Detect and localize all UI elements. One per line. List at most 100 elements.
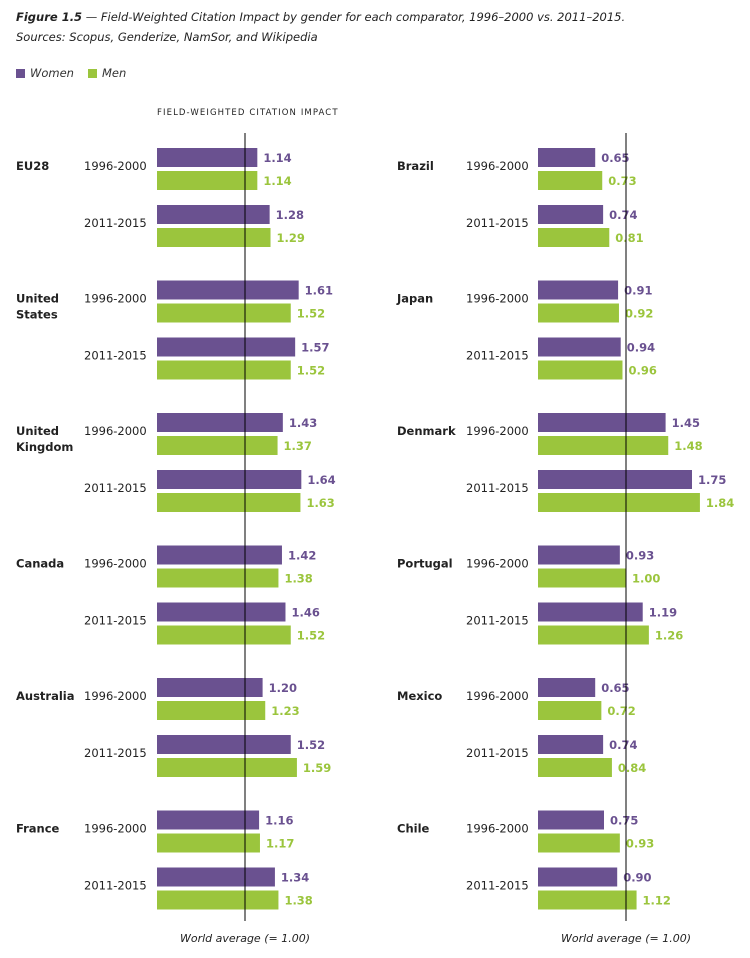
world-average-label-panel-1: World average (= 1.00) xyxy=(180,932,310,945)
bar-france-1996-2000-men xyxy=(157,833,260,853)
figure-label: Figure 1.5 xyxy=(16,10,83,24)
country-label-canada: Canada xyxy=(16,557,64,571)
period-label-brazil-1996-2000: 1996-2000 xyxy=(466,159,529,173)
value-label-japan-1996-2000-women: 0.91 xyxy=(624,284,652,298)
bar-united-states-2011-2015-men xyxy=(157,360,291,380)
value-label-denmark-1996-2000-men: 1.48 xyxy=(674,439,702,453)
country-label-united-states-line2: States xyxy=(16,308,58,322)
value-label-japan-1996-2000-men: 0.92 xyxy=(625,307,653,321)
value-label-denmark-2011-2015-men: 1.84 xyxy=(706,496,734,510)
country-label-australia: Australia xyxy=(16,689,75,703)
bar-france-2011-2015-men xyxy=(157,890,279,910)
value-label-eu28-2011-2015-men: 1.29 xyxy=(277,231,305,245)
bar-brazil-1996-2000-men xyxy=(538,171,603,190)
period-label-denmark-2011-2015: 2011-2015 xyxy=(466,481,529,495)
value-label-united-kingdom-1996-2000-women: 1.43 xyxy=(289,416,317,430)
figure-caption: Figure 1.5 — Field-Weighted Citation Imp… xyxy=(16,10,625,24)
period-label-portugal-1996-2000: 1996-2000 xyxy=(466,557,529,571)
bar-brazil-2011-2015-men xyxy=(538,228,610,247)
value-label-france-2011-2015-men: 1.38 xyxy=(284,894,312,908)
period-label-australia-2011-2015: 2011-2015 xyxy=(84,746,147,760)
period-label-eu28-1996-2000: 1996-2000 xyxy=(84,159,147,173)
bar-portugal-2011-2015-men xyxy=(538,625,649,645)
bar-united-kingdom-1996-2000-women xyxy=(157,413,283,432)
period-label-chile-2011-2015: 2011-2015 xyxy=(466,879,529,893)
value-label-chile-2011-2015-men: 1.12 xyxy=(643,894,671,908)
value-label-mexico-1996-2000-men: 0.72 xyxy=(607,704,635,718)
bar-eu28-1996-2000-men xyxy=(157,171,258,190)
value-label-canada-1996-2000-women: 1.42 xyxy=(288,549,316,563)
value-label-brazil-1996-2000-women: 0.65 xyxy=(601,151,629,165)
bar-mexico-2011-2015-men xyxy=(538,758,612,777)
bar-canada-2011-2015-women xyxy=(157,602,286,622)
figure-sources: Sources: Scopus, Genderize, NamSor, and … xyxy=(16,30,318,44)
period-label-brazil-2011-2015: 2011-2015 xyxy=(466,216,529,230)
value-label-portugal-1996-2000-women: 0.93 xyxy=(626,549,654,563)
country-label-japan: Japan xyxy=(396,292,433,306)
country-label-portugal: Portugal xyxy=(397,557,453,571)
legend-label-men: Men xyxy=(101,66,127,80)
bar-mexico-1996-2000-women xyxy=(538,678,596,697)
value-label-australia-1996-2000-men: 1.23 xyxy=(271,704,299,718)
value-label-france-1996-2000-men: 1.17 xyxy=(266,837,294,851)
period-label-japan-2011-2015: 2011-2015 xyxy=(466,349,529,363)
bar-australia-1996-2000-men xyxy=(157,701,266,720)
country-label-eu28: EU28 xyxy=(16,159,49,173)
value-label-portugal-2011-2015-men: 1.26 xyxy=(655,629,683,643)
period-label-portugal-2011-2015: 2011-2015 xyxy=(466,614,529,628)
period-label-denmark-1996-2000: 1996-2000 xyxy=(466,424,529,438)
value-label-united-kingdom-1996-2000-men: 1.37 xyxy=(284,439,312,453)
bar-france-2011-2015-women xyxy=(157,867,275,887)
bar-japan-1996-2000-women xyxy=(538,280,619,300)
value-label-australia-1996-2000-women: 1.20 xyxy=(269,681,297,695)
bar-united-states-2011-2015-women xyxy=(157,337,296,357)
value-label-mexico-2011-2015-women: 0.74 xyxy=(609,738,637,752)
country-label-united-kingdom-line2: Kingdom xyxy=(16,440,73,454)
bar-portugal-1996-2000-women xyxy=(538,545,620,565)
bar-australia-2011-2015-women xyxy=(157,735,291,754)
bar-denmark-1996-2000-women xyxy=(538,413,666,432)
country-label-france: France xyxy=(16,822,60,836)
value-label-mexico-2011-2015-men: 0.84 xyxy=(618,761,646,775)
value-label-chile-1996-2000-men: 0.93 xyxy=(626,837,654,851)
value-label-australia-2011-2015-men: 1.59 xyxy=(303,761,331,775)
bar-brazil-1996-2000-women xyxy=(538,148,596,167)
bar-mexico-1996-2000-men xyxy=(538,701,602,720)
bar-united-kingdom-2011-2015-women xyxy=(157,470,302,489)
period-label-canada-2011-2015: 2011-2015 xyxy=(84,614,147,628)
value-label-chile-1996-2000-women: 0.75 xyxy=(610,814,638,828)
value-label-united-kingdom-2011-2015-men: 1.63 xyxy=(306,496,334,510)
figure-title: — Field-Weighted Citation Impact by gend… xyxy=(85,10,626,24)
value-label-united-kingdom-2011-2015-women: 1.64 xyxy=(307,473,335,487)
bar-canada-1996-2000-men xyxy=(157,568,279,588)
period-label-canada-1996-2000: 1996-2000 xyxy=(84,557,147,571)
value-label-canada-2011-2015-men: 1.52 xyxy=(297,629,325,643)
value-label-canada-1996-2000-men: 1.38 xyxy=(284,572,312,586)
bar-denmark-1996-2000-men xyxy=(538,436,669,455)
legend-label-women: Women xyxy=(30,66,74,80)
country-label-denmark: Denmark xyxy=(397,424,456,438)
value-label-japan-2011-2015-men: 0.96 xyxy=(628,364,656,378)
bar-canada-2011-2015-men xyxy=(157,625,291,645)
bar-portugal-1996-2000-men xyxy=(538,568,626,588)
bar-chile-2011-2015-men xyxy=(538,890,637,910)
bar-australia-1996-2000-women xyxy=(157,678,263,697)
value-label-chile-2011-2015-women: 0.90 xyxy=(623,871,651,885)
bar-mexico-2011-2015-women xyxy=(538,735,604,754)
legend-item-women: Women xyxy=(16,66,74,80)
bar-united-kingdom-1996-2000-men xyxy=(157,436,278,455)
legend-swatch-women xyxy=(16,68,25,78)
value-label-canada-2011-2015-women: 1.46 xyxy=(291,606,319,620)
value-label-brazil-1996-2000-men: 0.73 xyxy=(608,174,636,188)
legend-item-men: Men xyxy=(87,66,127,80)
value-label-mexico-1996-2000-women: 0.65 xyxy=(601,681,629,695)
value-label-france-2011-2015-women: 1.34 xyxy=(281,871,309,885)
bar-chile-2011-2015-women xyxy=(538,867,618,887)
period-label-france-1996-2000: 1996-2000 xyxy=(84,822,147,836)
bar-united-states-1996-2000-women xyxy=(157,280,299,300)
bar-eu28-2011-2015-women xyxy=(157,205,270,224)
bar-eu28-2011-2015-men xyxy=(157,228,271,247)
bar-united-kingdom-2011-2015-men xyxy=(157,493,301,512)
period-label-united-states-2011-2015: 2011-2015 xyxy=(84,349,147,363)
value-label-eu28-1996-2000-men: 1.14 xyxy=(263,174,291,188)
